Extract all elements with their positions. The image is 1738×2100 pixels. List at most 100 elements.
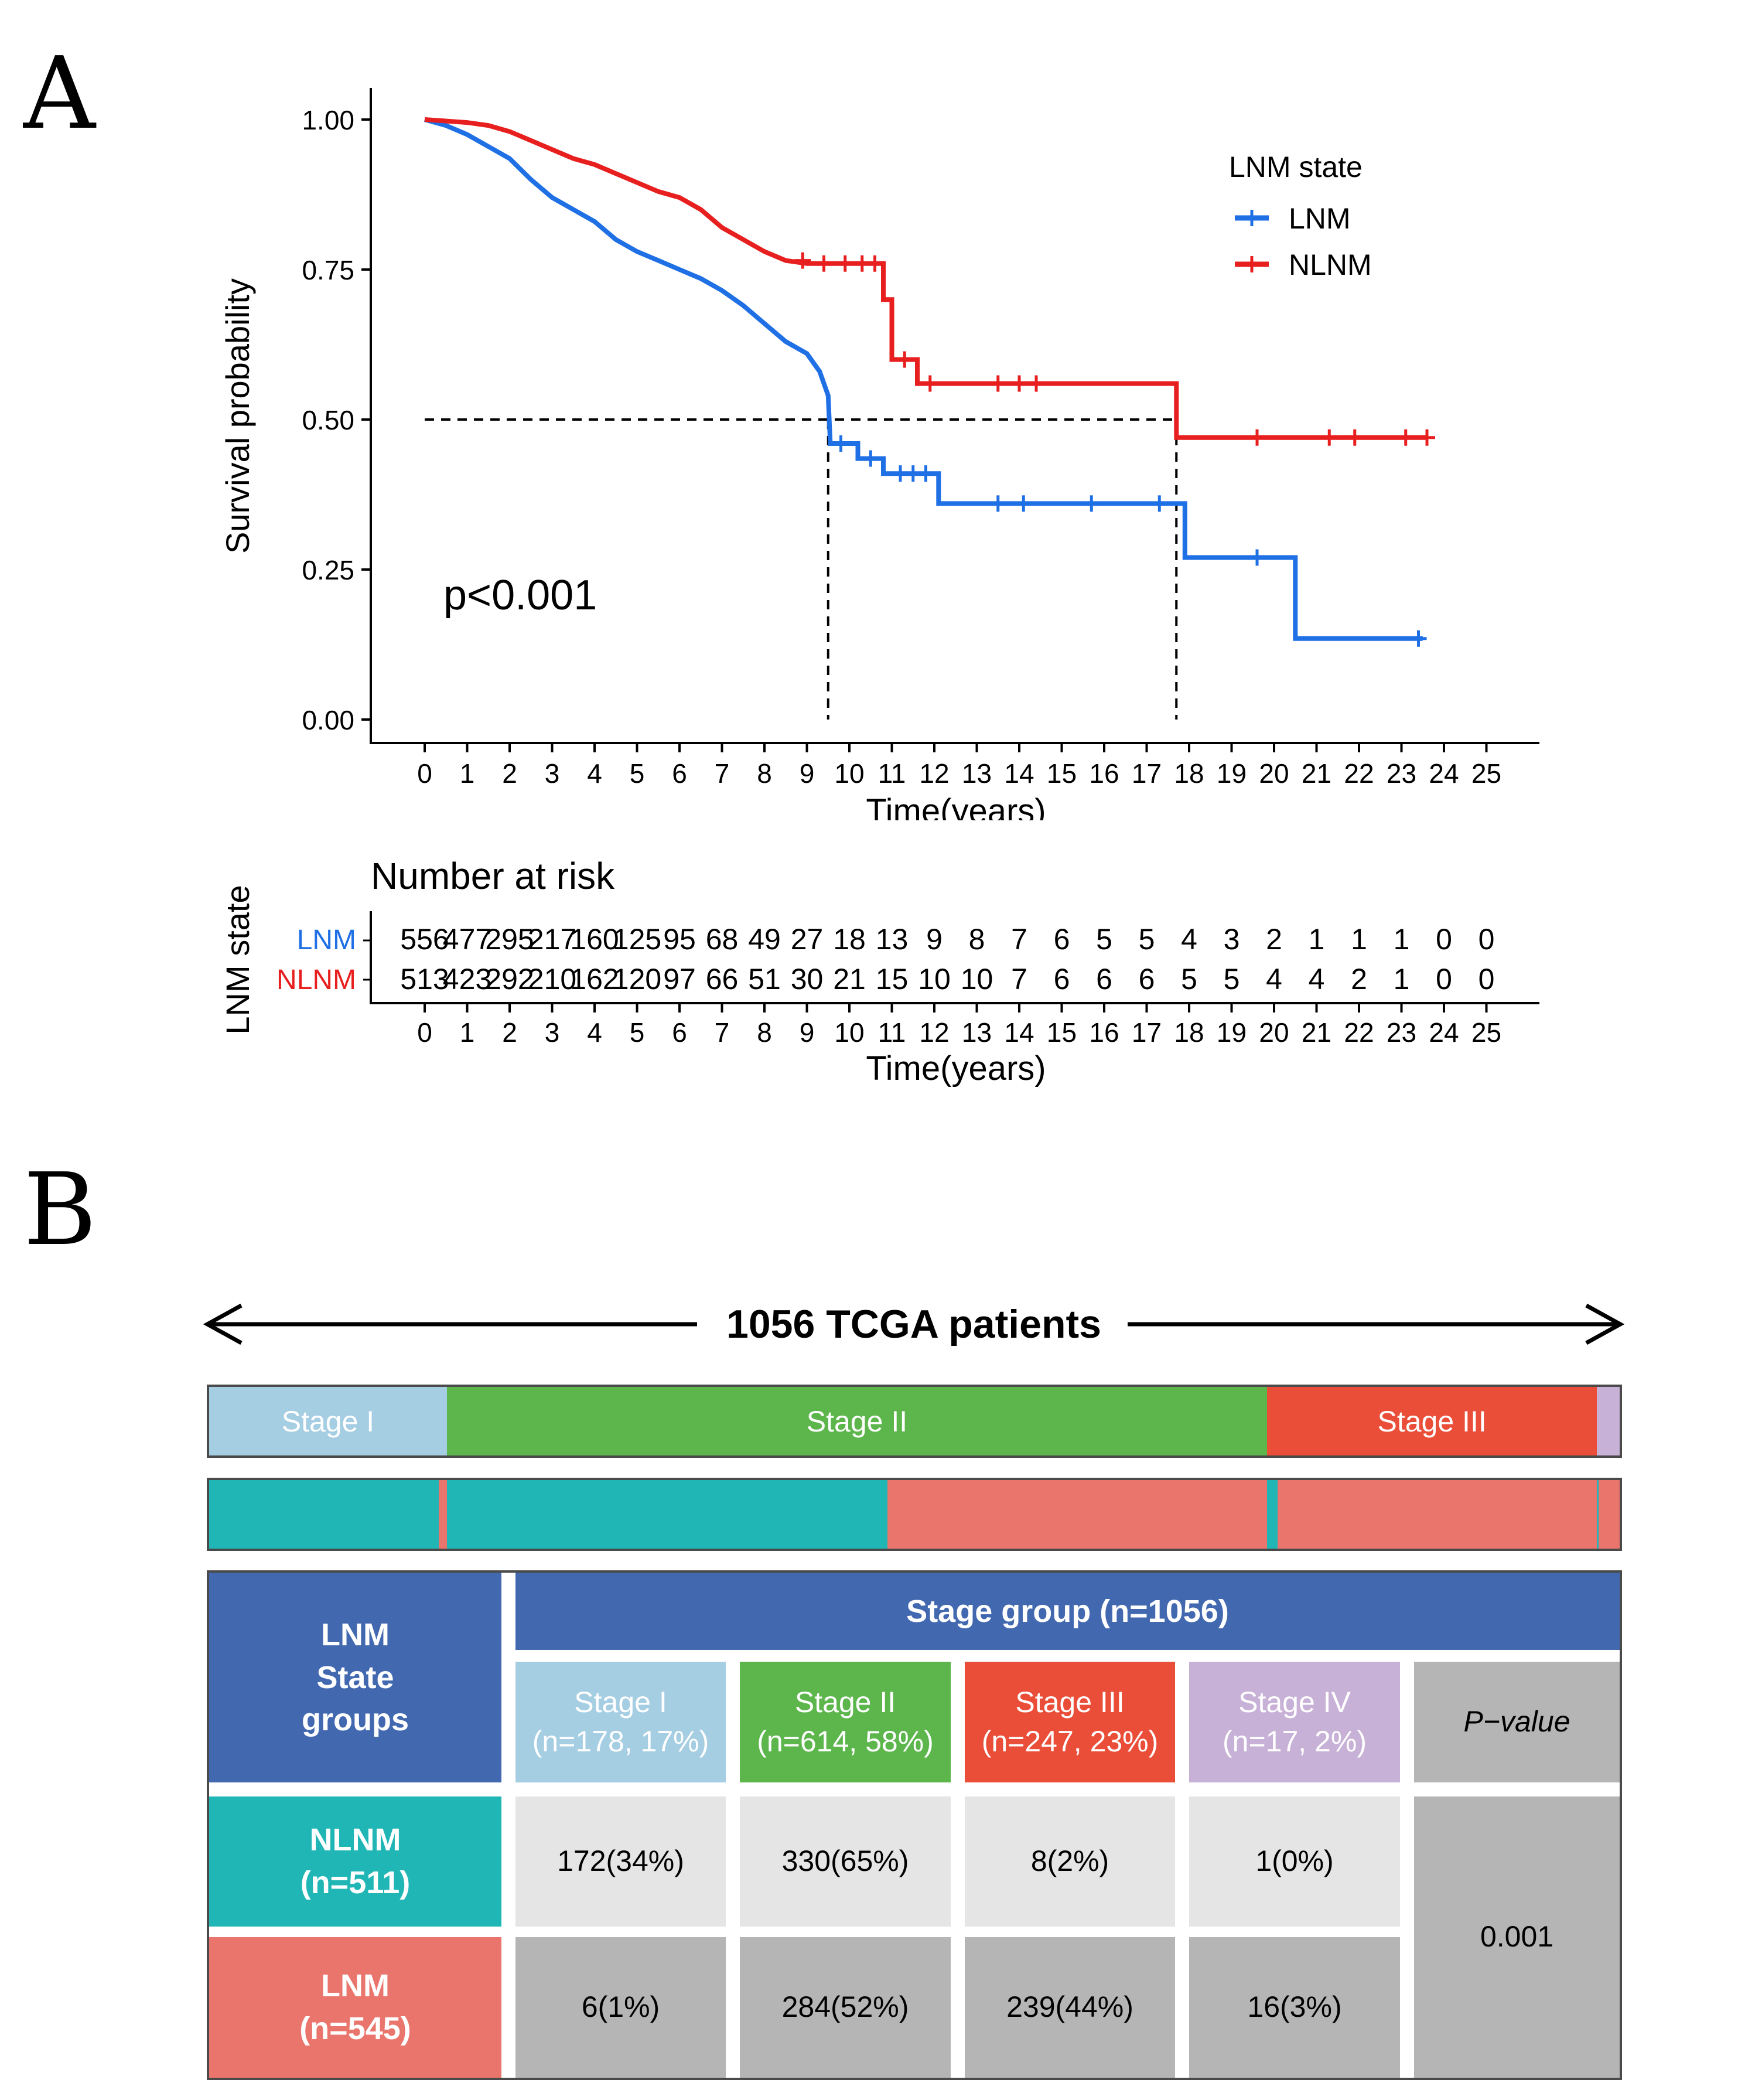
risk-x-tick-label: 13 xyxy=(962,1017,992,1048)
y-tick-label: 0.50 xyxy=(302,405,354,435)
censor-mark-nlnm xyxy=(1419,429,1435,446)
risk-value-lnm: 3 xyxy=(1224,923,1240,956)
km-pvalue: p<0.001 xyxy=(443,572,597,619)
arrow-left-head xyxy=(203,1303,243,1345)
risk-x-tick-label: 24 xyxy=(1429,1017,1459,1048)
risk-value-nlnm: 2 xyxy=(1351,963,1367,996)
censor-mark-lnm xyxy=(1083,495,1100,512)
stage-bar-segment-2: Stage II xyxy=(446,1387,1267,1455)
lnm-bar-segment-nlnm xyxy=(209,1480,439,1549)
row-sub: (n=511) xyxy=(300,1865,411,1900)
risk-x-tick-label: 18 xyxy=(1174,1017,1204,1048)
col-header-pvalue: P−value xyxy=(1414,1662,1620,1782)
lnm-bar-segment-lnm xyxy=(887,1480,1268,1549)
cell-value: 284(52%) xyxy=(781,1990,909,2024)
lnm-bar-segment-lnm xyxy=(439,1480,447,1549)
risk-row-label-lnm: LNM xyxy=(297,925,356,956)
risk-x-tick-label: 19 xyxy=(1217,1017,1247,1048)
row-header-lnm: LNM (n=545) xyxy=(209,1937,501,2078)
risk-x-tick-label: 0 xyxy=(417,1017,432,1048)
row-title: LNM xyxy=(321,1968,390,2004)
risk-value-lnm: 2 xyxy=(1266,923,1282,956)
legend-title: LNM state xyxy=(1229,151,1363,183)
risk-value-nlnm: 5 xyxy=(1181,963,1197,996)
x-tick-label: 16 xyxy=(1089,758,1119,789)
risk-value-lnm: 0 xyxy=(1479,923,1495,956)
risk-x-tick-label: 3 xyxy=(545,1017,560,1048)
risk-value-nlnm: 4 xyxy=(1266,963,1282,996)
risk-value-lnm: 4 xyxy=(1181,923,1197,956)
x-tick-label: 1 xyxy=(460,758,475,789)
col-title: Stage III xyxy=(1015,1685,1125,1719)
risk-value-nlnm: 1 xyxy=(1394,963,1410,996)
stage-bar-segment-4 xyxy=(1597,1387,1620,1455)
col-header-stage-iv: Stage IV (n=17, 2%) xyxy=(1189,1662,1400,1782)
legend-item-lnm: LNM xyxy=(1235,202,1351,235)
risk-value-nlnm: 51 xyxy=(748,963,781,996)
patients-title: 1056 TCGA patients xyxy=(726,1302,1101,1346)
lnm-bar-segment-lnm xyxy=(1598,1480,1620,1549)
col-header-stage-ii: Stage II (n=614, 58%) xyxy=(740,1662,951,1782)
risk-value-lnm: 95 xyxy=(663,923,696,956)
risk-value-lnm: 295 xyxy=(485,923,534,956)
cell-value: 8(2%) xyxy=(1030,1845,1109,1878)
x-tick-label: 12 xyxy=(919,758,949,789)
lnm-bar-segment-nlnm xyxy=(1267,1480,1278,1549)
cell-nlnm-stage-i: 172(34%) xyxy=(515,1796,726,1927)
summary-table: LNM State groups Stage group (n=1056) St… xyxy=(207,1570,1622,2080)
x-tick-label: 13 xyxy=(962,758,992,789)
risk-x-tick-label: 8 xyxy=(757,1017,772,1048)
cell-lnm-stage-iv: 16(3%) xyxy=(1189,1937,1400,2078)
stage-bar-segment-1: Stage I xyxy=(209,1387,447,1455)
row-header-nlnm: NLNM (n=511) xyxy=(209,1796,501,1927)
x-tick-label: 9 xyxy=(800,758,815,789)
risk-value-nlnm: 0 xyxy=(1436,963,1452,996)
stage-group-header-label: Stage group (n=1056) xyxy=(906,1593,1229,1629)
risk-value-lnm: 477 xyxy=(443,923,491,956)
risk-value-lnm: 217 xyxy=(528,923,576,956)
censor-mark-nlnm xyxy=(836,255,853,272)
risk-x-tick-label: 11 xyxy=(878,1017,906,1048)
col-title: Stage I xyxy=(574,1685,667,1719)
row-title: NLNM xyxy=(309,1822,401,1858)
pvalue-cell: 0.001 xyxy=(1414,1796,1620,2078)
censor-mark-nlnm xyxy=(1346,429,1363,446)
risk-value-nlnm: 210 xyxy=(528,963,576,996)
col-sub: (n=17, 2%) xyxy=(1223,1725,1367,1758)
y-tick-label: 1.00 xyxy=(302,105,354,135)
censor-mark-nlnm xyxy=(1321,429,1338,446)
x-tick-label: 14 xyxy=(1004,758,1034,789)
cell-lnm-stage-i: 6(1%) xyxy=(515,1937,726,2078)
cell-value: 330(65%) xyxy=(781,1845,909,1878)
patients-arrow: 1056 TCGA patients xyxy=(203,1302,1625,1346)
risk-x-tick-label: 7 xyxy=(715,1017,730,1048)
risk-x-tick-label: 12 xyxy=(919,1017,949,1048)
pvalue-label: P−value xyxy=(1463,1705,1570,1738)
censor-mark-lnm xyxy=(862,450,879,467)
lnm-bar-segment-nlnm xyxy=(1597,1480,1599,1549)
risk-value-nlnm: 15 xyxy=(876,963,909,996)
risk-value-lnm: 27 xyxy=(791,923,824,956)
x-tick-label: 7 xyxy=(715,758,730,789)
col-sub: (n=614, 58%) xyxy=(757,1725,934,1758)
risk-value-nlnm: 10 xyxy=(918,963,951,996)
cell-nlnm-stage-iii: 8(2%) xyxy=(965,1796,1175,1927)
cell-lnm-stage-iii: 239(44%) xyxy=(965,1937,1175,2078)
risk-value-lnm: 160 xyxy=(570,923,619,956)
risk-value-lnm: 1 xyxy=(1309,923,1325,956)
risk-value-nlnm: 6 xyxy=(1096,963,1112,996)
risk-value-lnm: 556 xyxy=(400,923,449,956)
x-tick-label: 6 xyxy=(672,758,687,789)
cell-value: 16(3%) xyxy=(1247,1990,1342,2024)
censor-mark-lnm xyxy=(917,465,934,482)
cell-value: 172(34%) xyxy=(557,1845,684,1878)
y-tick-label: 0.75 xyxy=(302,255,354,285)
risk-x-tick-label: 15 xyxy=(1047,1017,1077,1048)
col-title: Stage IV xyxy=(1238,1685,1351,1719)
x-tick-label: 19 xyxy=(1217,758,1247,789)
risk-x-tick-label: 17 xyxy=(1132,1017,1162,1048)
lnm-bar-segment-nlnm xyxy=(446,1480,888,1549)
censor-mark-nlnm xyxy=(1011,375,1027,392)
x-tick-label: 23 xyxy=(1387,758,1416,789)
y-tick-label: 0.25 xyxy=(302,555,354,585)
